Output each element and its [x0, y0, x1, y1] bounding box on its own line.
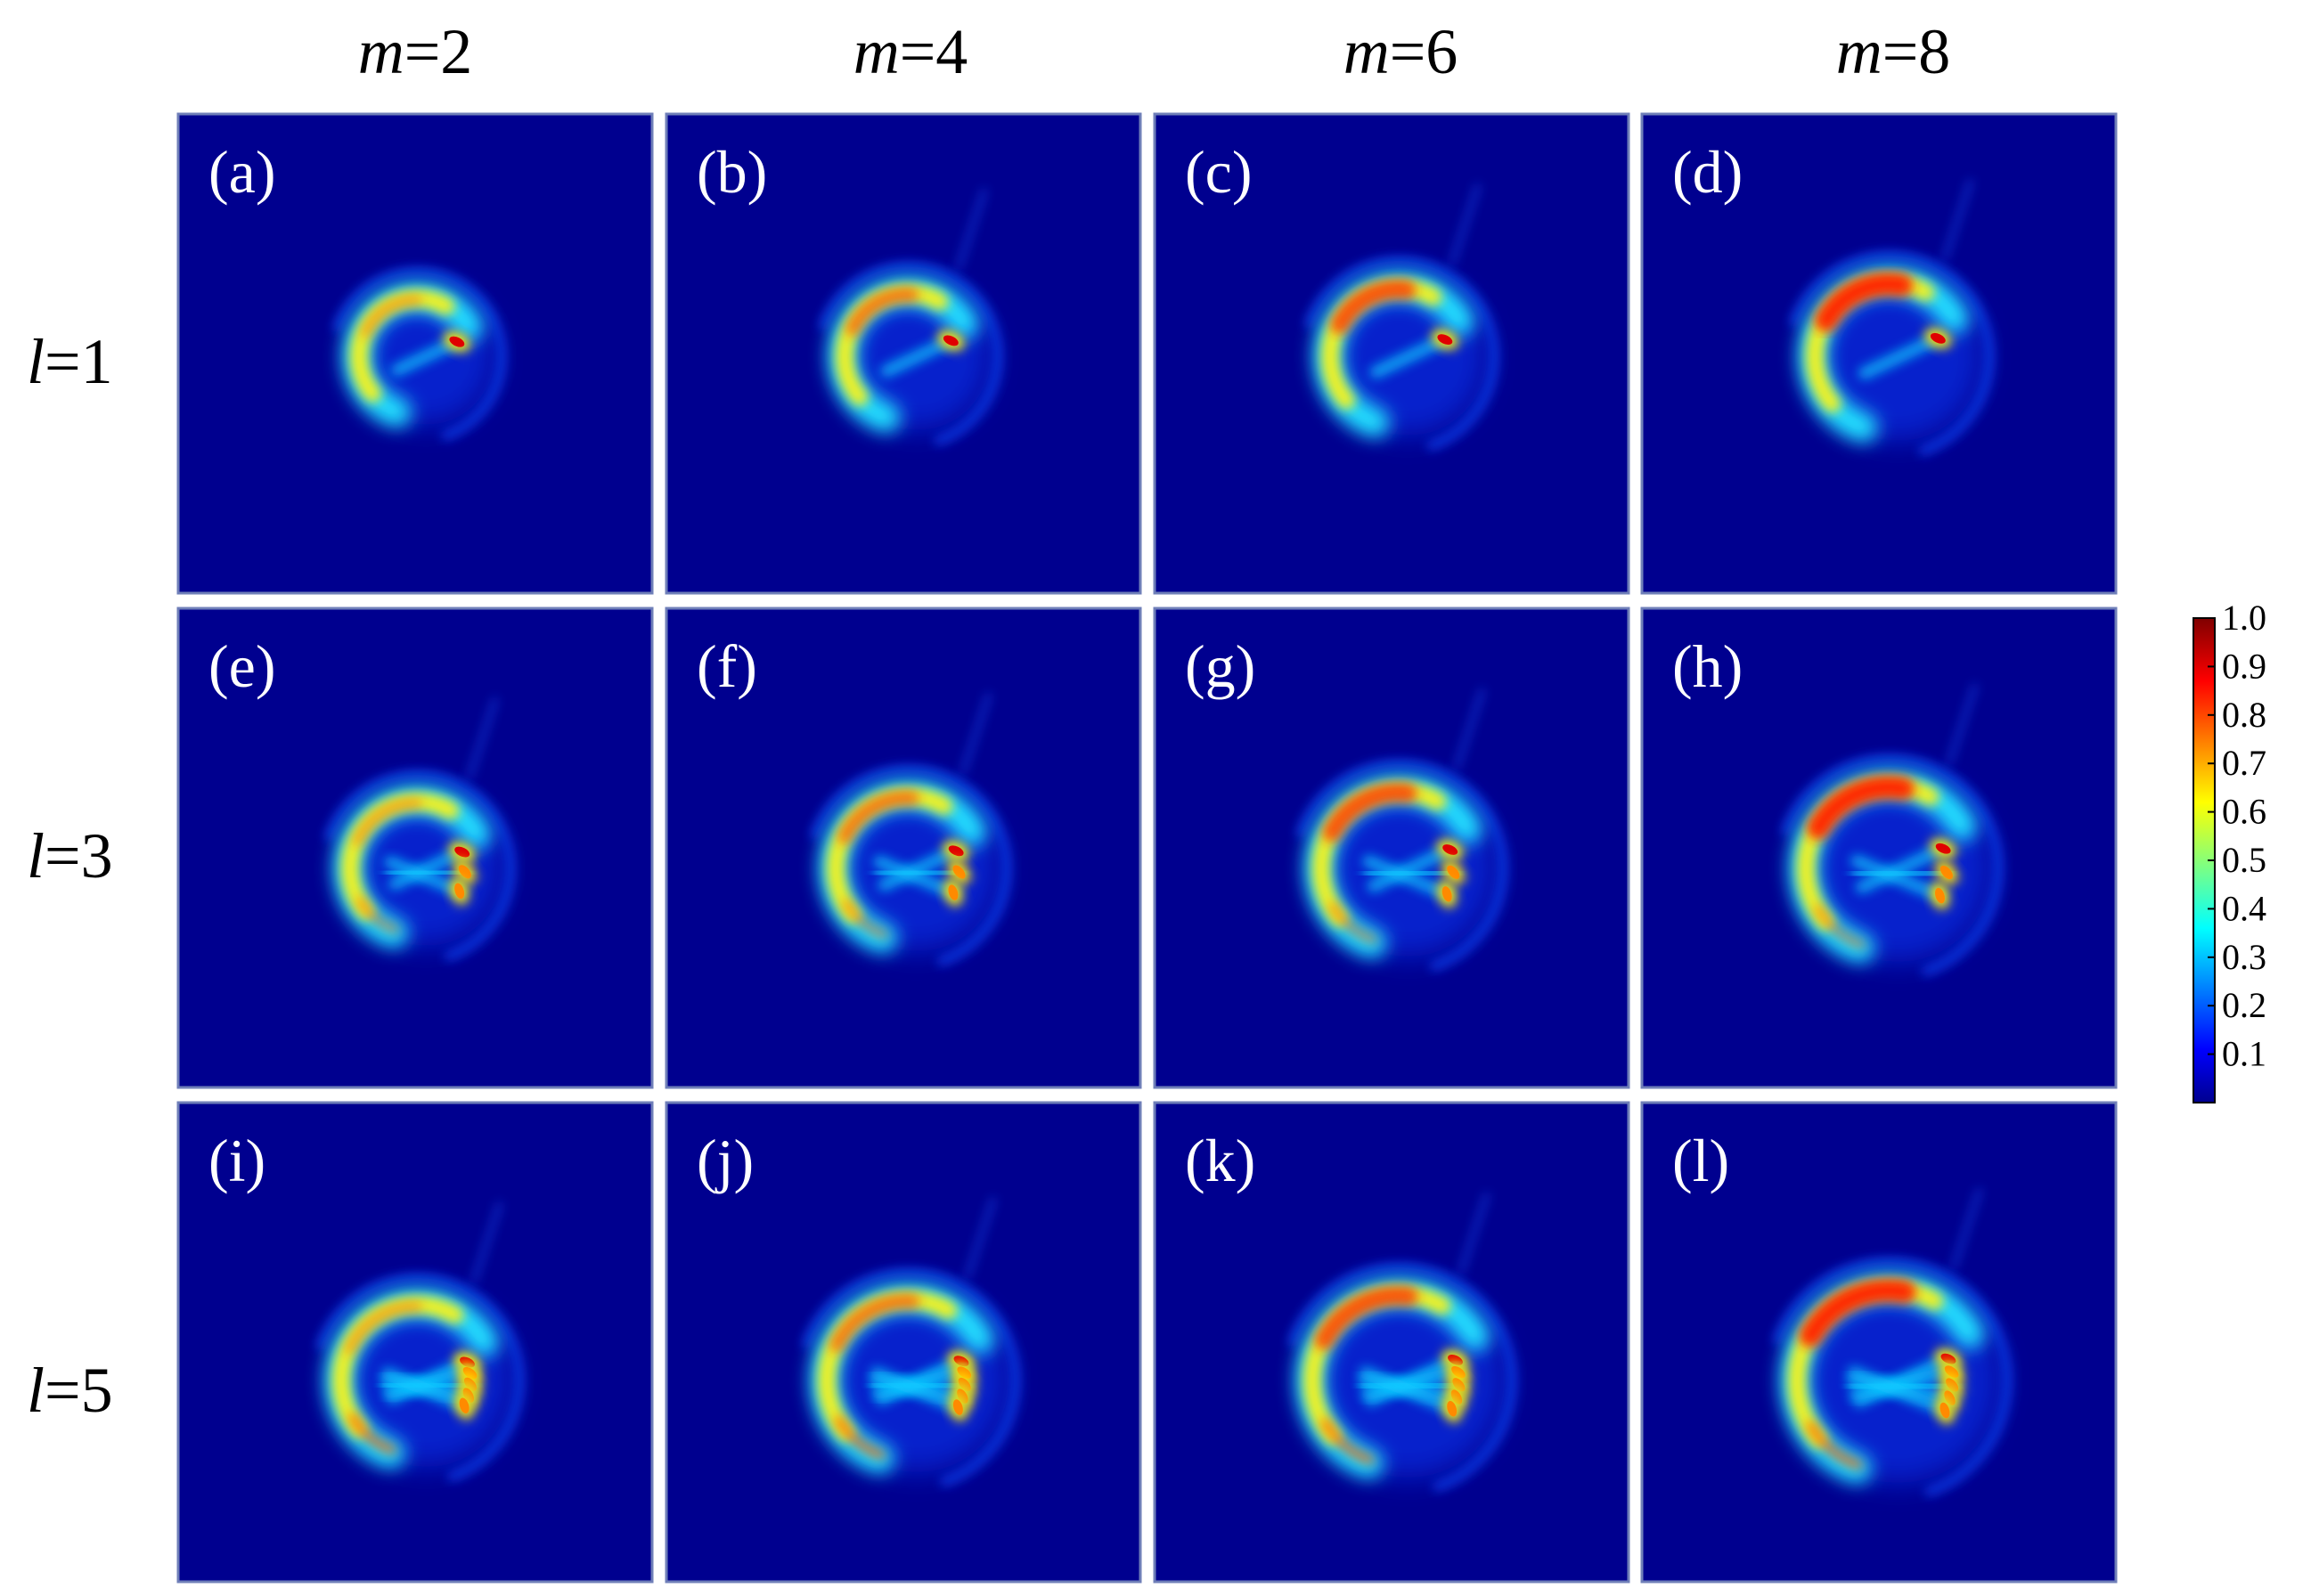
intensity-pattern	[1304, 183, 1498, 451]
intensity-pattern	[810, 692, 1011, 966]
intensity-pattern	[1296, 688, 1507, 971]
colorbar-tick-label: 0.5	[2222, 840, 2266, 880]
intensity-pattern	[332, 267, 506, 441]
panel-label: (h)	[1672, 632, 1743, 700]
panel-j: (j)	[665, 1101, 1142, 1584]
panel-k: (k)	[1153, 1101, 1630, 1584]
intensity-pattern	[315, 1201, 524, 1482]
intensity-pattern	[324, 696, 515, 961]
panel-label: (l)	[1672, 1127, 1729, 1194]
intensity-pattern	[802, 1196, 1020, 1486]
colorbar-tick-label: 0.6	[2222, 792, 2266, 832]
panel-i: (i)	[176, 1101, 654, 1584]
panel-d: (d)	[1640, 112, 2118, 595]
panel-label: (a)	[208, 138, 275, 206]
panel-label: (f)	[697, 632, 757, 700]
panel-label: (c)	[1185, 138, 1252, 206]
colorbar-tick-label: 1.0	[2222, 598, 2266, 638]
panel-c: (c)	[1153, 112, 1630, 595]
row-label-2: l=5	[27, 1355, 113, 1426]
panel-a: (a)	[176, 112, 654, 595]
panel-b: (b)	[665, 112, 1142, 595]
colorbar-tick-label: 0.4	[2222, 888, 2266, 928]
intensity-pattern	[819, 188, 1002, 445]
panel-label: (i)	[208, 1127, 265, 1194]
panel-label: (j)	[697, 1127, 754, 1194]
panel-label: (b)	[697, 138, 767, 206]
row-label-0: l=1	[27, 326, 113, 397]
row-label-1: l=3	[27, 820, 113, 892]
panel-g: (g)	[1153, 607, 1630, 1089]
panel-l: (l)	[1640, 1101, 2118, 1584]
colorbar-tick-label: 0.9	[2222, 646, 2266, 686]
colorbar-tick-label: 0.3	[2222, 937, 2266, 977]
intensity-pattern	[1773, 1187, 2012, 1496]
intensity-pattern	[1287, 1192, 1516, 1492]
panel-h: (h)	[1640, 607, 2118, 1089]
panel-label: (d)	[1672, 138, 1743, 206]
colorbar-tick-label: 0.7	[2222, 743, 2266, 783]
intensity-pattern	[1789, 178, 1994, 456]
column-label-3: m=8	[1836, 16, 1951, 87]
colorbar-tick-label: 0.1	[2222, 1034, 2266, 1074]
intensity-pattern	[1781, 683, 2003, 976]
colorbar-tick-label: 0.8	[2222, 695, 2266, 735]
panel-label: (e)	[208, 632, 275, 700]
panel-f: (f)	[665, 607, 1142, 1089]
column-label-1: m=4	[853, 16, 968, 87]
column-label-2: m=6	[1343, 16, 1458, 87]
panel-label: (k)	[1185, 1127, 1255, 1194]
panel-label: (g)	[1185, 632, 1255, 700]
panel-e: (e)	[176, 607, 654, 1089]
colorbar-tick-label: 0.2	[2222, 985, 2266, 1025]
column-label-0: m=2	[358, 16, 473, 87]
